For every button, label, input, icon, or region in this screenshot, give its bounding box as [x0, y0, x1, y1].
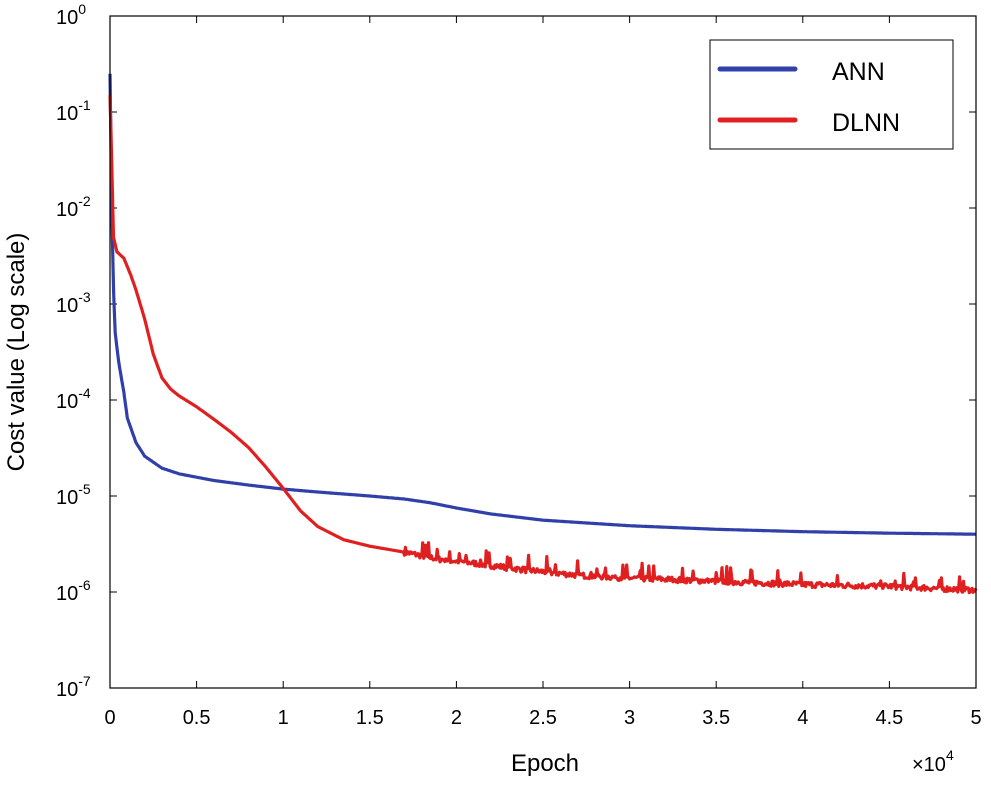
x-tick-label-3: 1.5	[356, 707, 384, 729]
x-multiplier-base: ×10	[912, 754, 946, 776]
x-tick-label-9: 4.5	[875, 707, 903, 729]
x-tick-labels: 0 0.5 1 1.5 2 2.5 3 3.5 4 4.5 5	[104, 707, 981, 729]
legend-box	[709, 39, 954, 150]
plot-frame	[109, 15, 977, 689]
y-tick-label-1: 10-1	[56, 97, 91, 125]
x-tick-label-6: 3	[624, 707, 635, 729]
y-tick-label-3: 10-3	[56, 289, 91, 317]
y-axis-label: Cost value (Log scale)	[3, 233, 30, 472]
y-tick-label-4: 10-4	[56, 385, 91, 413]
legend-label-ann: ANN	[832, 58, 885, 86]
y-tick-labels: 100 10-1 10-2 10-3 10-4 10-5 10-6 10-7	[56, 1, 91, 701]
legend: ANN DLNN	[709, 39, 954, 150]
y-tick-label-0: 100	[56, 1, 86, 29]
series-lines	[108, 73, 978, 595]
x-tick-label-4: 2	[451, 707, 462, 729]
series-line-ann	[108, 73, 977, 536]
x-tick-label-2: 1	[278, 707, 289, 729]
x-multiplier: ×104	[912, 747, 954, 776]
y-tick-label-6: 10-6	[56, 577, 91, 605]
x-tick-label-8: 4	[797, 707, 808, 729]
x-tick-label-7: 3.5	[702, 707, 730, 729]
y-tick-label-7: 10-7	[56, 673, 91, 701]
y-tick-label-5: 10-5	[56, 481, 91, 509]
x-tick-label-5: 2.5	[529, 707, 557, 729]
y-tick-label-2: 10-2	[56, 193, 91, 221]
series-line-dlnn	[108, 95, 978, 595]
x-tick-label-10: 5	[970, 707, 981, 729]
legend-label-dlnn: DLNN	[832, 109, 900, 137]
x-multiplier-exp: 4	[946, 747, 954, 763]
x-tick-label-0: 0	[104, 707, 115, 729]
x-axis-label: Epoch	[511, 750, 579, 777]
x-tick-label-1: 0.5	[183, 707, 211, 729]
